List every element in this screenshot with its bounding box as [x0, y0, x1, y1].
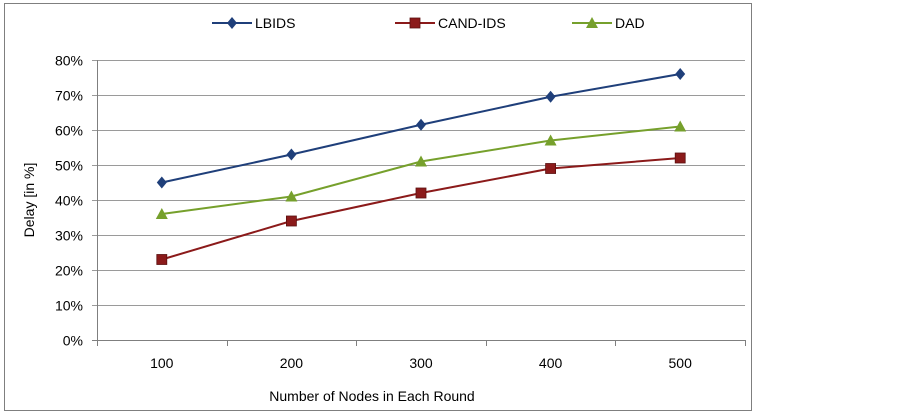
legend-label: DAD [615, 15, 645, 31]
y-tick-label: 80% [55, 53, 83, 69]
data-point-dad [674, 120, 687, 132]
x-tick-label: 100 [150, 355, 174, 371]
y-tick-label: 30% [55, 228, 83, 244]
data-point-lbids [416, 118, 426, 131]
chart-frame [4, 3, 752, 411]
x-tick-label: 200 [280, 355, 304, 371]
data-point-cand-ids [674, 152, 686, 164]
data-point-cand-ids [156, 254, 168, 265]
y-tick-label: 0% [63, 333, 83, 349]
x-tick-label: 300 [409, 355, 433, 371]
data-point-lbids [545, 90, 556, 103]
y-tick-label: 10% [55, 298, 83, 314]
x-tick-label: 500 [669, 355, 693, 371]
x-axis-label: Number of Nodes in Each Round [269, 388, 474, 404]
data-point-lbids [286, 148, 297, 161]
legend-label: CAND-IDS [438, 15, 506, 31]
legend-marker [227, 17, 237, 29]
legend-label: LBIDS [255, 15, 295, 31]
y-tick-label: 20% [55, 263, 83, 279]
y-tick-label: 70% [55, 88, 83, 104]
data-point-lbids [156, 176, 167, 189]
y-tick-label: 60% [55, 123, 83, 139]
y-tick-label: 40% [55, 193, 83, 209]
data-point-cand-ids [285, 215, 297, 227]
x-tick-label: 400 [539, 355, 563, 371]
legend-marker [409, 17, 421, 29]
data-point-cand-ids [415, 187, 427, 199]
y-tick-label: 50% [55, 158, 83, 174]
data-point-dad [415, 155, 427, 167]
y-axis-label: Delay [in %] [21, 163, 37, 238]
data-point-dad [285, 190, 298, 202]
data-point-dad [155, 208, 168, 219]
legend-marker [586, 17, 598, 28]
data-point-cand-ids [545, 163, 556, 174]
data-point-lbids [675, 68, 686, 80]
data-point-dad [544, 134, 557, 146]
